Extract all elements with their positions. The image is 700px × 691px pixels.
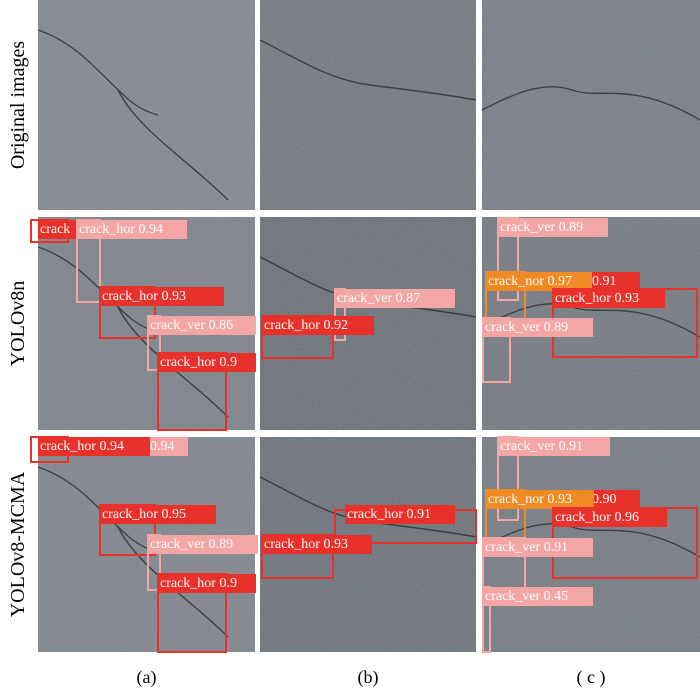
detection-label: crack_ver 0.45 bbox=[485, 589, 568, 604]
detection-label: crack_ver 0.86 bbox=[150, 318, 233, 333]
label-background bbox=[345, 505, 455, 524]
detection-label: crack_ver 0.91 bbox=[485, 540, 568, 555]
column-label: (a) bbox=[137, 667, 157, 688]
column-label: ( c ) bbox=[577, 667, 606, 688]
detection-label: crack_hor 0.9 bbox=[160, 355, 237, 370]
label-background bbox=[483, 538, 593, 557]
label-background bbox=[335, 289, 455, 308]
label-background bbox=[100, 505, 216, 524]
label-background bbox=[553, 289, 665, 308]
label-background bbox=[590, 490, 640, 509]
label-background bbox=[483, 587, 593, 606]
detection-label: crack_hor 0.9 bbox=[160, 576, 237, 591]
label-background bbox=[498, 437, 610, 456]
label-background bbox=[148, 316, 256, 335]
label-background bbox=[262, 316, 374, 335]
detection-label: 0.91 bbox=[592, 274, 617, 289]
detection-label: crack_hor 0.94 bbox=[40, 439, 124, 454]
label-background bbox=[486, 490, 594, 509]
detection-label: crack_hor 0.95 bbox=[102, 507, 186, 522]
label-background bbox=[38, 437, 150, 456]
detection-label: crack_ver 0.89 bbox=[500, 220, 583, 235]
detection-label: crack_hor 0.93 bbox=[555, 291, 639, 306]
crack-line bbox=[481, 86, 700, 121]
label-background bbox=[158, 574, 256, 593]
row-label: Original images bbox=[7, 41, 29, 170]
detection-label: 0.94 bbox=[150, 439, 175, 454]
detection-label: crack_hor 0.93 bbox=[102, 289, 186, 304]
label-background bbox=[38, 220, 78, 239]
detection-label: crack_nor 0.97 bbox=[488, 274, 572, 289]
label-background bbox=[498, 218, 608, 237]
label-background bbox=[100, 287, 224, 306]
detection-label: crack_ver 0.87 bbox=[337, 291, 420, 306]
row-label: YOLOv8-MCMA bbox=[7, 471, 29, 617]
detection-label: crack bbox=[40, 222, 70, 237]
crack-line bbox=[259, 39, 477, 101]
detection-label: crack_hor 0.91 bbox=[347, 507, 431, 522]
texture bbox=[38, 0, 255, 210]
row-label: YOLOv8n bbox=[7, 281, 29, 367]
label-background bbox=[590, 272, 640, 291]
texture bbox=[482, 0, 700, 210]
texture bbox=[260, 0, 476, 210]
detection-label: crack_hor 0.93 bbox=[264, 537, 348, 552]
label-background bbox=[553, 508, 667, 527]
crack-line bbox=[481, 523, 700, 558]
detection-label: crack_hor 0.94 bbox=[79, 222, 163, 237]
column-label: (b) bbox=[358, 667, 379, 688]
label-background bbox=[262, 535, 372, 554]
label-background bbox=[483, 318, 593, 337]
label-background bbox=[148, 535, 258, 554]
detection-label: 0.90 bbox=[592, 492, 617, 507]
label-background bbox=[77, 220, 187, 239]
detection-label: crack_hor 0.92 bbox=[264, 318, 348, 333]
detection-label: crack_ver 0.89 bbox=[485, 320, 568, 335]
label-background bbox=[158, 353, 256, 372]
detection-label: crack_nor 0.93 bbox=[488, 492, 572, 507]
detection-label: crack_ver 0.89 bbox=[150, 537, 233, 552]
label-background bbox=[486, 272, 592, 291]
detection-label: crack_ver 0.91 bbox=[500, 439, 583, 454]
crack-line bbox=[37, 29, 229, 201]
label-background bbox=[148, 437, 188, 456]
detection-label: crack_hor 0.96 bbox=[555, 510, 639, 525]
